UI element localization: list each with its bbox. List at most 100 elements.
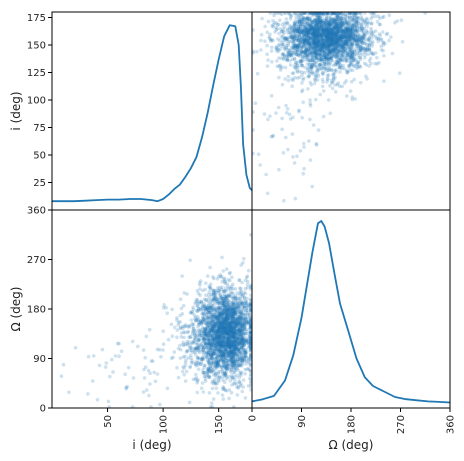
scatter-point	[355, 24, 360, 29]
scatter-point	[324, 55, 328, 60]
scatter-point	[296, 30, 301, 35]
scatter-point	[317, 12, 321, 16]
scatter-point	[320, 20, 324, 25]
scatter-point	[323, 32, 327, 36]
scatter-point	[316, 25, 321, 30]
scatter-point	[340, 20, 345, 25]
scatter-point	[288, 39, 293, 44]
scatter-point	[355, 42, 360, 47]
scatter-point	[309, 27, 314, 32]
scatter-point	[327, 49, 332, 53]
scatter-point	[350, 15, 355, 19]
scatter-point	[240, 389, 245, 394]
scatter-point	[295, 38, 300, 42]
scatter-point	[315, 52, 319, 57]
scatter-point	[345, 21, 350, 26]
scatter-point	[327, 31, 332, 36]
scatter-point	[259, 32, 264, 37]
scatter-point	[354, 38, 359, 43]
scatter-point	[330, 20, 334, 25]
scatter-point	[300, 28, 305, 33]
scatter-point	[206, 274, 210, 278]
scatter-point	[307, 46, 311, 51]
scatter-point	[324, 34, 328, 38]
scatter-point	[322, 31, 326, 36]
scatter-point	[307, 12, 312, 15]
scatter-point	[284, 39, 289, 43]
scatter-point	[313, 33, 318, 37]
scatter-point	[347, 37, 351, 42]
scatter-point	[353, 28, 357, 32]
scatter-point	[339, 48, 343, 52]
scatter-point	[341, 37, 345, 41]
scatter-point	[355, 34, 360, 39]
scatter-point	[284, 17, 289, 21]
scatter-point	[304, 22, 309, 26]
scatter-point	[316, 66, 320, 70]
scatter-point	[304, 37, 308, 42]
scatter-point	[336, 17, 341, 21]
scatter-point	[324, 46, 329, 50]
scatter-point	[309, 12, 313, 15]
scatter-point	[312, 63, 317, 68]
scatter-point	[359, 44, 363, 48]
scatter-point	[284, 22, 288, 26]
scatter-point	[337, 60, 341, 65]
scatter-point	[325, 37, 329, 41]
scatter-point	[312, 44, 316, 49]
scatter-point	[347, 65, 352, 69]
scatter-point	[294, 44, 299, 48]
scatter-point	[317, 26, 321, 30]
scatter-point	[316, 40, 321, 44]
scatter-point	[350, 23, 354, 28]
scatter-point	[312, 35, 316, 39]
scatter-point	[230, 367, 234, 372]
scatter-point	[185, 292, 189, 296]
scatter-point	[311, 58, 315, 63]
scatter-point	[293, 50, 298, 54]
scatter-point	[332, 12, 337, 15]
scatter-point	[309, 32, 314, 36]
scatter-point	[309, 27, 313, 32]
scatter-point	[332, 40, 337, 45]
scatter-point	[343, 17, 348, 21]
scatter-point	[182, 373, 186, 377]
scatter-point	[303, 53, 307, 58]
scatter-point	[306, 31, 311, 36]
scatter-point	[370, 36, 374, 40]
scatter-point	[387, 13, 392, 17]
scatter-point	[373, 61, 377, 66]
scatter-point	[317, 37, 321, 41]
scatter-point	[353, 16, 357, 20]
scatter-point	[305, 55, 310, 59]
scatter-point	[315, 14, 320, 19]
scatter-point	[311, 42, 316, 46]
scatter-point	[318, 12, 322, 15]
scatter-point	[288, 63, 293, 67]
scatter-point	[320, 38, 324, 43]
scatter-point	[320, 37, 324, 42]
scatter-point	[332, 46, 337, 50]
scatter-point	[354, 33, 358, 38]
scatter-point	[327, 22, 332, 27]
scatter-point	[352, 58, 357, 63]
scatter-point	[338, 36, 343, 41]
scatter-point	[288, 26, 292, 30]
scatter-point	[302, 39, 307, 43]
scatter-point	[366, 21, 370, 26]
scatter-point	[336, 25, 341, 30]
scatter-point	[312, 81, 317, 86]
scatter-point	[320, 19, 324, 23]
scatter-point	[326, 56, 330, 61]
scatter-point	[315, 35, 319, 39]
scatter-point	[366, 38, 370, 43]
scatter-point	[309, 40, 314, 45]
scatter-point	[312, 27, 317, 32]
scatter-point	[331, 12, 336, 15]
scatter-point	[343, 42, 347, 47]
scatter-point	[343, 55, 347, 60]
scatter-point	[310, 32, 315, 37]
scatter-point	[304, 37, 309, 42]
scatter-point	[299, 23, 303, 28]
scatter-point	[331, 72, 336, 76]
